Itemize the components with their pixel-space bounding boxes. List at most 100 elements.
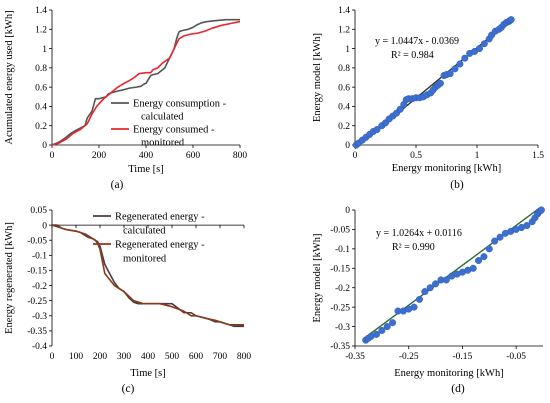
y-tick-label: 0.2 (338, 122, 350, 132)
x-tick-label: 300 (117, 352, 132, 362)
series-line-2 (51, 20, 241, 146)
data-point (480, 40, 488, 48)
panel-label: (b) (450, 179, 464, 191)
data-point (421, 288, 429, 296)
regression-annotation: y = 1.0447x - 0.0369 (375, 36, 459, 47)
legend-entry-2: Regenerated energy -monitored (115, 240, 205, 265)
panel-label: (d) (451, 383, 465, 395)
y-tick-label: 0.2 (35, 122, 47, 132)
panel-d (352, 206, 545, 349)
data-point (389, 319, 397, 327)
panel-label: (a) (111, 179, 124, 191)
x-tick-label: 100 (69, 352, 84, 362)
y-tick-label: -0.2 (335, 284, 350, 294)
x-tick-label: 1 (475, 151, 480, 161)
data-point (410, 303, 418, 311)
data-point (383, 323, 391, 331)
x-tick-label: 800 (237, 352, 252, 362)
data-point (491, 237, 499, 245)
y-tick-label: 0.8 (35, 64, 47, 74)
x-tick-label: 0 (50, 151, 55, 161)
x-tick-label: -0.25 (399, 352, 419, 362)
data-point (461, 54, 469, 62)
y-tick-label: -0.35 (330, 342, 350, 352)
y-tick-label: -0.1 (32, 252, 47, 262)
regression-annotation: R² = 0.990 (392, 242, 435, 253)
x-tick-label: 200 (93, 352, 108, 362)
regression-annotation: R² = 0.984 (391, 50, 434, 61)
y-tick-label: -0.15 (27, 267, 47, 277)
x-tick-label: 600 (186, 151, 201, 161)
y-tick-label: -0.25 (330, 303, 350, 313)
data-point (373, 126, 381, 134)
x-tick-label: 400 (139, 151, 154, 161)
y-tick-label: 0.8 (338, 64, 350, 74)
y-tick-label: -0.1 (335, 245, 350, 255)
x-tick-label: -0.15 (453, 352, 473, 362)
data-point (396, 105, 404, 113)
x-tick-label: 0 (50, 352, 55, 362)
y-tick-label: 0 (345, 141, 350, 151)
y-tick-label: 1.2 (338, 25, 350, 35)
legend-entry-1: Energy consumption -calculated (133, 99, 227, 123)
y-tick-label: -0.25 (27, 297, 47, 307)
legend-entry-2: Energy consumed -monitored (133, 125, 215, 149)
regression-annotation: y = 1.0264x + 0.0116 (376, 228, 462, 239)
y-tick-label: 0 (42, 141, 47, 151)
panel-b (352, 9, 539, 150)
x-tick-label: 0 (353, 151, 358, 161)
y-tick-label: 1 (345, 45, 350, 55)
y-axis-title: Acumulated energy used [kWh] (4, 10, 15, 144)
x-tick-label: -0.35 (345, 352, 365, 362)
y-tick-label: -0.3 (335, 323, 350, 333)
y-tick-label: 0.4 (338, 103, 350, 113)
data-point (446, 70, 454, 78)
x-axis-title: Time [s] (130, 368, 166, 379)
y-tick-label: 0.6 (35, 83, 47, 93)
data-point (475, 257, 483, 265)
data-point (451, 65, 459, 73)
y-tick-label: 0 (345, 206, 350, 216)
data-point (432, 280, 440, 288)
x-axis-title: Energy monitoring [kWh] (394, 368, 503, 379)
legend-entry-1: Regenerated energy -calculated (115, 212, 205, 237)
y-tick-label: 1.2 (35, 25, 47, 35)
y-tick-label: 0 (42, 221, 47, 231)
y-tick-label: -0.4 (32, 342, 47, 352)
x-tick-label: 400 (141, 352, 156, 362)
data-point (537, 206, 545, 214)
series-line-2 (51, 224, 244, 326)
y-tick-label: 0.4 (35, 103, 47, 113)
y-tick-label: -0.15 (330, 264, 350, 274)
data-point (442, 276, 450, 284)
data-point (469, 264, 477, 272)
x-tick-label: 800 (233, 151, 248, 161)
data-point (496, 233, 504, 241)
data-point (426, 284, 434, 292)
y-tick-label: 0.6 (338, 83, 350, 93)
data-point (507, 16, 515, 24)
panel-label: (c) (122, 383, 135, 395)
y-tick-label: -0.35 (27, 327, 47, 337)
y-tick-label: 1.4 (338, 6, 350, 16)
x-tick-label: 1.5 (532, 151, 544, 161)
data-point (523, 222, 531, 230)
data-point (372, 330, 380, 338)
x-axis-title: Time [s] (128, 164, 164, 175)
y-axis-title: Energy regenerated [kWh] (4, 222, 15, 334)
x-tick-label: -0.05 (506, 352, 526, 362)
y-axis-title: Energy model [kWh] (312, 33, 323, 122)
y-tick-label: 1 (42, 45, 47, 55)
panel-c: Regenerated energy -calculated Regenerate… (49, 209, 245, 347)
series-line-1 (51, 18, 240, 146)
data-point (456, 60, 464, 68)
data-point (436, 79, 444, 87)
y-tick-label: -0.3 (32, 312, 47, 322)
x-tick-label: 500 (165, 352, 180, 362)
y-tick-label: -0.05 (27, 236, 47, 246)
x-tick-label: 600 (189, 352, 204, 362)
y-tick-label: 1.4 (35, 6, 47, 16)
y-tick-label: -0.2 (32, 282, 47, 292)
